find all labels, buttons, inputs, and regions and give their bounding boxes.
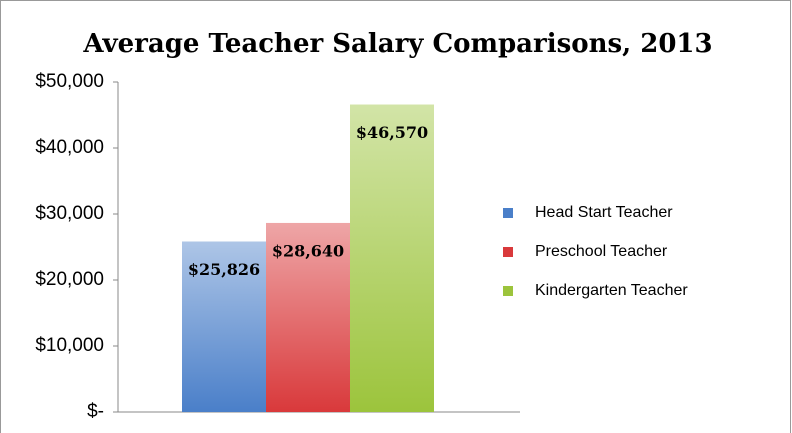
legend-label: Kindergarten Teacher bbox=[535, 282, 688, 299]
data-label: $25,826 bbox=[188, 260, 260, 279]
y-tick-label: $50,000 bbox=[35, 71, 104, 92]
y-tick-label: $20,000 bbox=[35, 269, 104, 290]
bar-shine bbox=[266, 222, 350, 412]
legend-swatch bbox=[503, 286, 513, 296]
y-tick-label: $- bbox=[87, 401, 104, 422]
legend-label: Head Start Teacher bbox=[535, 204, 673, 221]
chart-title: Average Teacher Salary Comparisons, 2013 bbox=[82, 29, 712, 59]
bar-shine bbox=[350, 104, 434, 412]
legend-swatch bbox=[503, 247, 513, 257]
y-tick-label: $40,000 bbox=[35, 137, 104, 158]
legend-swatch bbox=[503, 208, 513, 218]
data-label: $28,640 bbox=[272, 241, 344, 260]
bar-shine bbox=[182, 241, 266, 412]
legend-label: Preschool Teacher bbox=[535, 243, 668, 260]
y-tick-label: $10,000 bbox=[35, 335, 104, 356]
y-tick-label: $30,000 bbox=[35, 203, 104, 224]
data-label: $46,570 bbox=[356, 123, 428, 142]
